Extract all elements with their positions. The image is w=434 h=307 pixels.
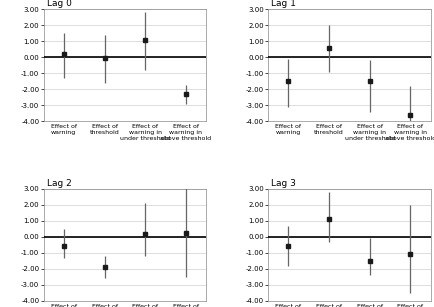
Text: Lag 0: Lag 0 bbox=[46, 0, 72, 8]
Text: Lag 2: Lag 2 bbox=[46, 179, 71, 188]
Text: Lag 3: Lag 3 bbox=[271, 179, 296, 188]
Text: Lag 1: Lag 1 bbox=[271, 0, 296, 8]
